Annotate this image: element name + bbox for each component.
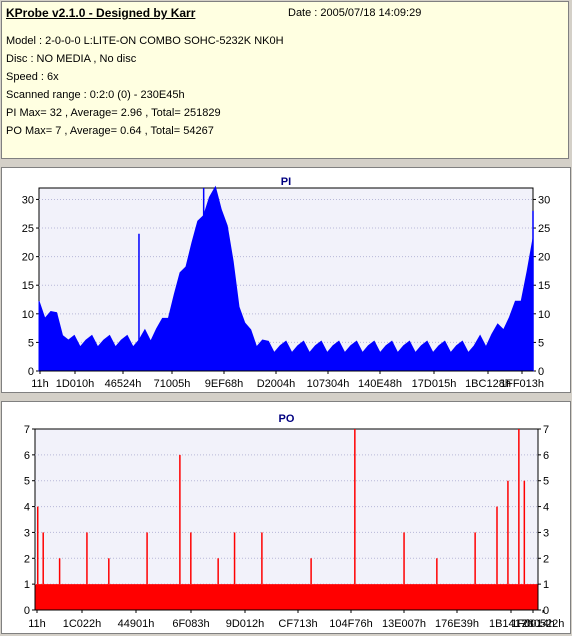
y-tick-label-left: 20 — [22, 252, 34, 264]
x-tick-label: 1B1417h — [489, 618, 533, 630]
po-chart: PO 0 0 1 1 2 2 3 3 4 4 5 5 6 6 7 7 11h 1C022h 44901h 6F083h 9… — [24, 413, 565, 630]
y-tick-label-right: 5 — [543, 476, 549, 488]
y-tick-label-right: 7 — [543, 424, 549, 436]
y-tick-label-right: 1 — [543, 579, 549, 591]
y-tick-label-left: 15 — [22, 280, 34, 292]
x-tick-label: 6F083h — [172, 618, 209, 630]
x-tick-label: 11h — [28, 618, 46, 630]
y-tick-label-right: 6 — [543, 450, 549, 462]
x-tick-label: 230522h — [522, 618, 565, 630]
x-tick-label: 71005h — [154, 378, 191, 390]
x-tick-label: 107304h — [307, 378, 350, 390]
y-tick-label-right: 0 — [538, 366, 544, 378]
y-tick-label-left: 1 — [24, 579, 30, 591]
po-baseline-fill — [35, 584, 538, 610]
x-tick-label: 9D012h — [226, 618, 265, 630]
x-tick-label: 176E39h — [435, 618, 479, 630]
x-tick-label: 46524h — [105, 378, 142, 390]
y-tick-label-right: 30 — [538, 194, 550, 206]
x-tick-label: 9EF68h — [205, 378, 244, 390]
y-tick-label-left: 30 — [22, 194, 34, 206]
info-po-summary: PO Max= 7 , Average= 0.64 , Total= 54267 — [6, 125, 214, 137]
y-tick-label-left: 25 — [22, 223, 34, 235]
scan-date: Date : 2005/07/18 14:09:29 — [288, 7, 422, 19]
x-tick-label: D2004h — [257, 378, 296, 390]
y-tick-label-left: 3 — [24, 527, 30, 539]
pi-chart: PI 0 0 5 5 10 10 15 15 20 20 25 25 30 30 11h 1D010h 46524… — [22, 176, 551, 390]
info-disc: Disc : NO MEDIA , No disc — [6, 53, 137, 65]
y-tick-label-right: 2 — [543, 553, 549, 565]
y-tick-label-right: 0 — [543, 605, 549, 617]
po-chart-panel: PO 0 0 1 1 2 2 3 3 4 4 5 5 6 6 7 7 11h 1C022h 44901h 6F083h 9… — [1, 401, 571, 634]
y-tick-label-right: 15 — [538, 280, 550, 292]
x-tick-label: 1D010h — [56, 378, 95, 390]
x-tick-label: 1BC128h — [465, 378, 511, 390]
y-tick-label-left: 4 — [24, 502, 30, 514]
info-scanned-range: Scanned range : 0:2:0 (0) - 230E45h — [6, 89, 185, 101]
y-tick-label-left: 7 — [24, 424, 30, 436]
chart-title: PI — [281, 176, 291, 188]
info-panel: KProbe v2.1.0 - Designed by Karr Date : … — [1, 1, 569, 159]
x-tick-label: 11h — [31, 378, 49, 390]
app-title: KProbe v2.1.0 - Designed by Karr — [6, 6, 196, 20]
x-tick-label: 1C022h — [63, 618, 102, 630]
y-tick-label-right: 25 — [538, 223, 550, 235]
x-tick-label: 13E007h — [382, 618, 426, 630]
info-model: Model : 2-0-0-0 L:LITE-ON COMBO SOHC-523… — [6, 35, 284, 47]
chart-title: PO — [279, 413, 295, 425]
info-speed: Speed : 6x — [6, 71, 59, 83]
info-pi-summary: PI Max= 32 , Average= 2.96 , Total= 2518… — [6, 107, 221, 119]
y-tick-label-right: 3 — [543, 527, 549, 539]
y-tick-label-right: 10 — [538, 309, 550, 321]
x-tick-label: CF713h — [278, 618, 317, 630]
pi-chart-panel: PI 0 0 5 5 10 10 15 15 20 20 25 25 30 30 11h 1D010h 46524… — [1, 167, 571, 393]
y-tick-label-left: 2 — [24, 553, 30, 565]
x-tick-label: 104F76h — [329, 618, 372, 630]
y-tick-label-right: 4 — [543, 502, 549, 514]
y-tick-label-left: 0 — [28, 366, 34, 378]
y-tick-label-left: 5 — [24, 476, 30, 488]
y-tick-label-right: 5 — [538, 337, 544, 349]
y-tick-label-left: 6 — [24, 450, 30, 462]
x-tick-label: 140E48h — [358, 378, 402, 390]
pi-series-area — [38, 185, 534, 372]
x-tick-label: 1FF013h — [500, 378, 544, 390]
y-tick-label-right: 20 — [538, 252, 550, 264]
y-tick-label-left: 0 — [24, 605, 30, 617]
x-tick-label: 44901h — [118, 618, 155, 630]
plot-area — [34, 428, 539, 611]
y-tick-label-left: 5 — [28, 337, 34, 349]
x-tick-label: 17D015h — [412, 378, 457, 390]
x-tick-label: 1F0014h — [511, 618, 554, 630]
y-tick-label-left: 10 — [22, 309, 34, 321]
